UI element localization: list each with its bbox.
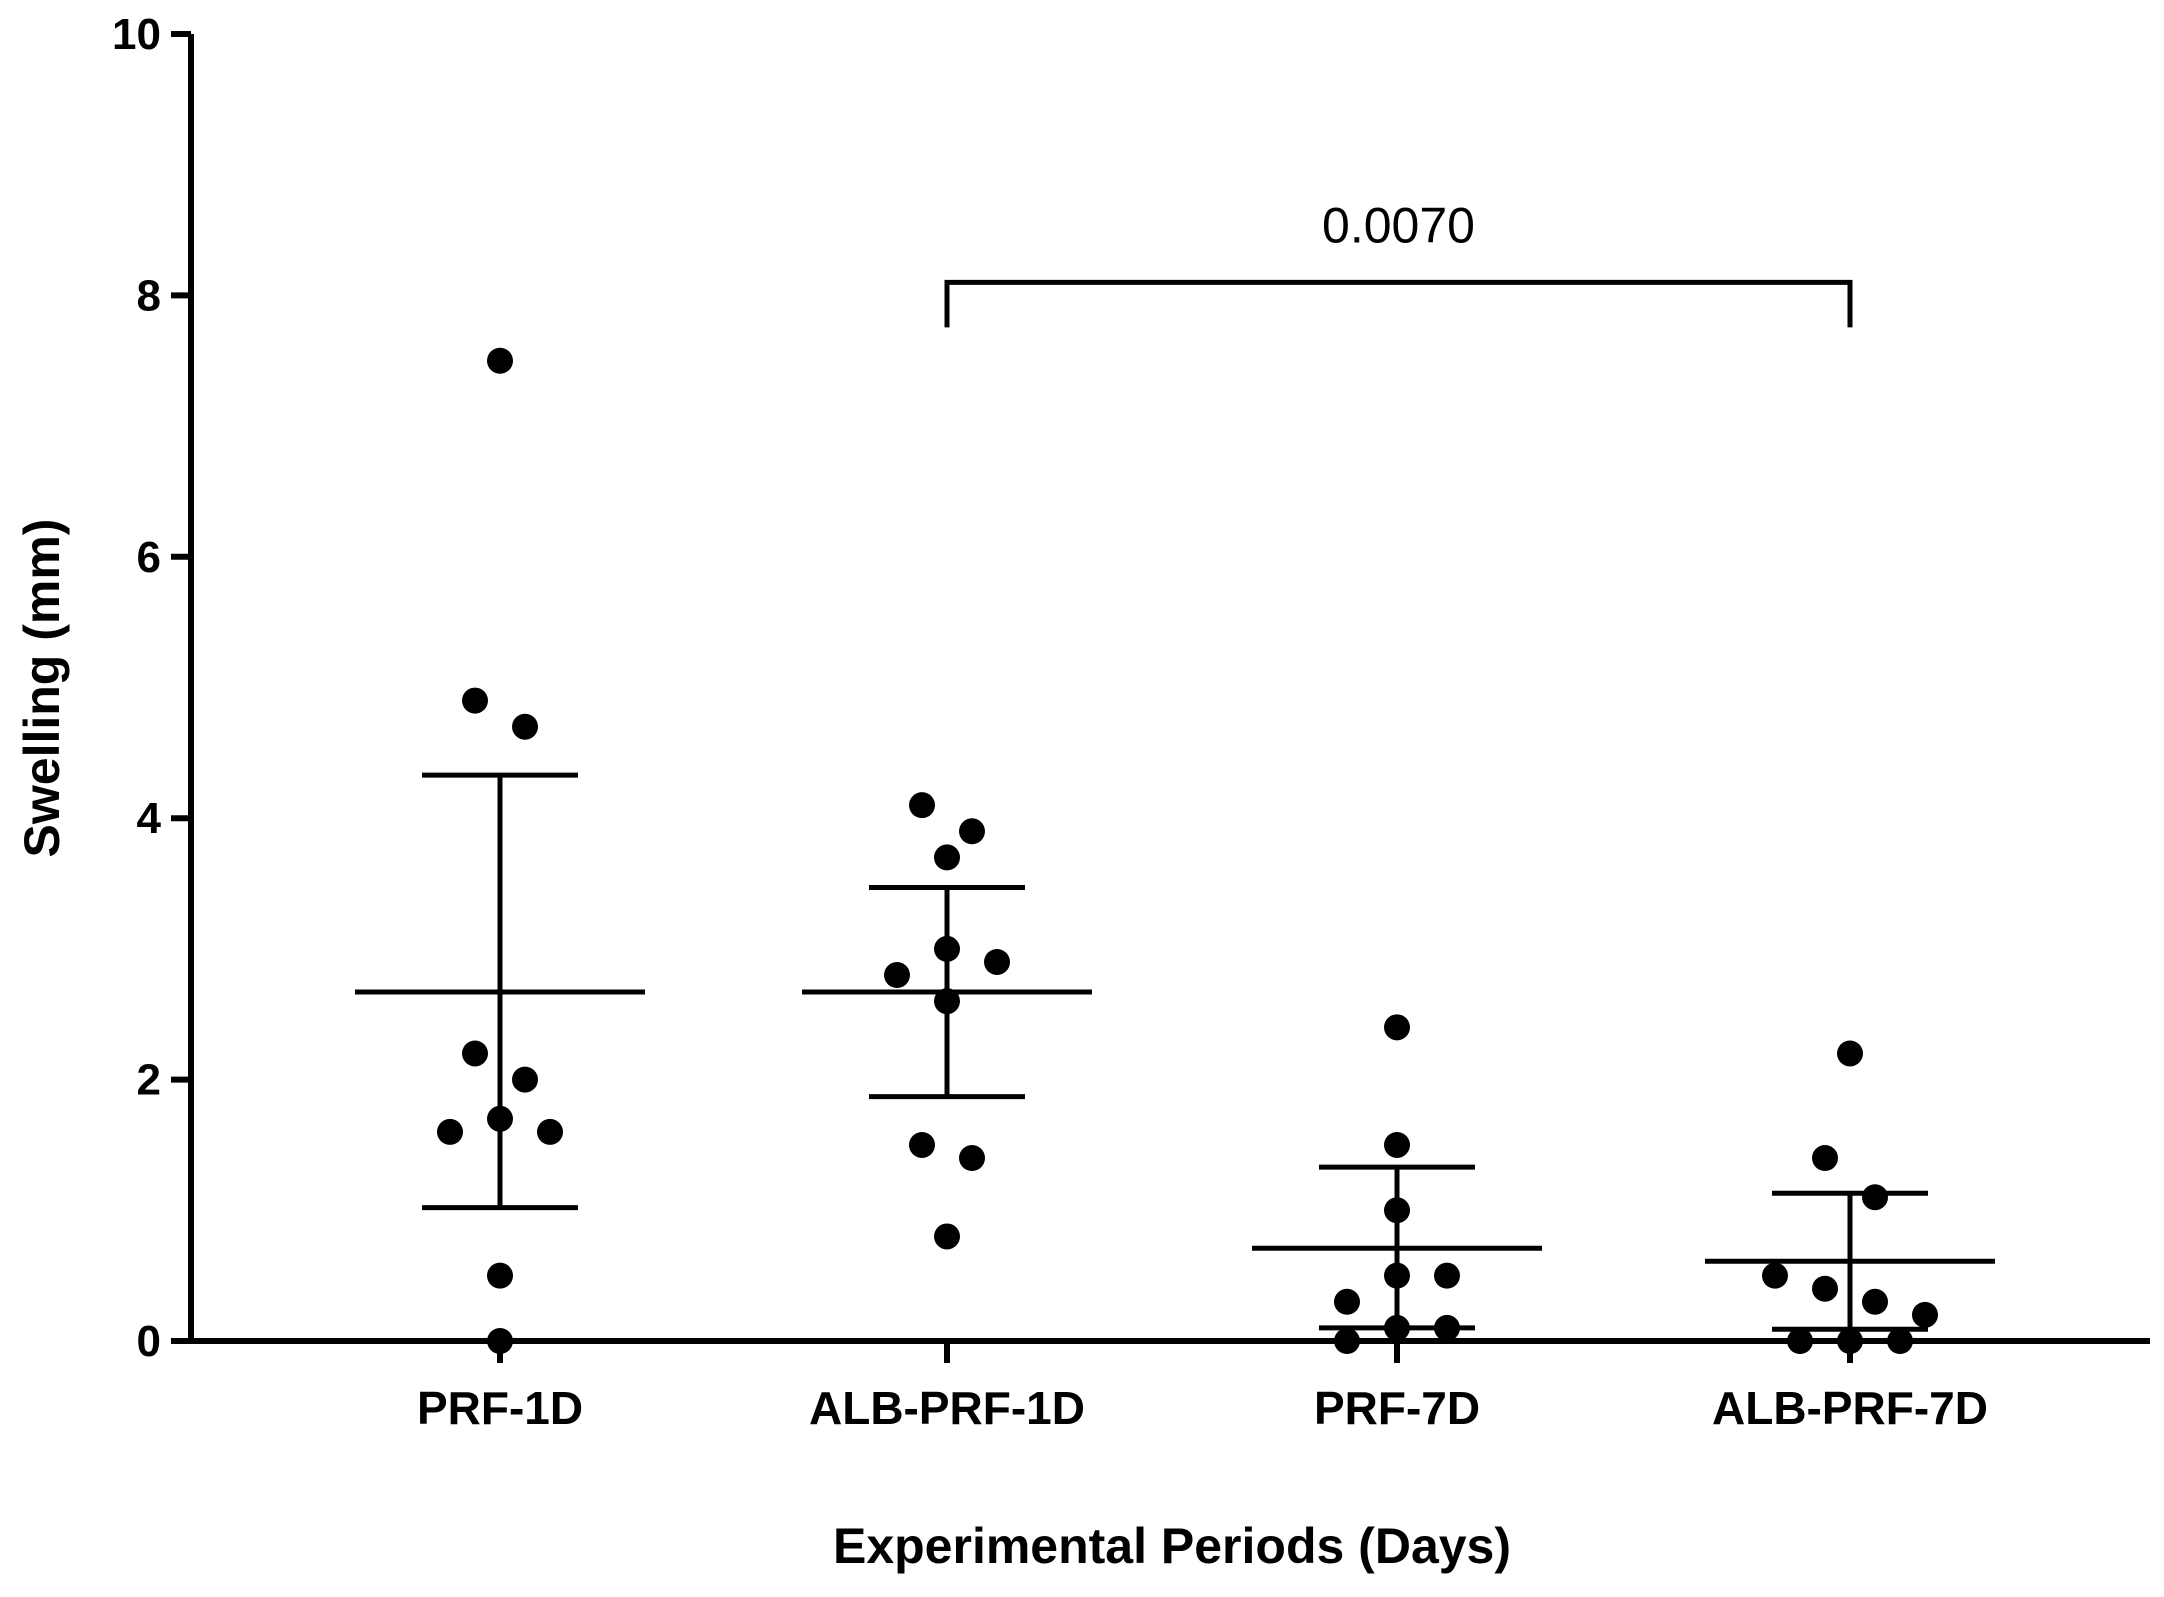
data-point: [512, 1066, 538, 1093]
data-point: [909, 1131, 935, 1158]
y-axis-title: Swelling (mm): [14, 519, 70, 858]
data-point: [1812, 1275, 1838, 1302]
y-axis-ticks: 0 2 4 6 8 10: [112, 10, 191, 1366]
x-category-label: PRF-1D: [417, 1382, 583, 1434]
data-point: [1837, 1040, 1863, 1067]
y-tick-label: 10: [112, 10, 161, 59]
data-point: [884, 962, 910, 989]
x-category-label: PRF-7D: [1314, 1382, 1480, 1434]
data-point: [959, 1145, 985, 1172]
data-point: [487, 347, 513, 374]
y-tick-label: 6: [137, 533, 161, 582]
mean-error-bars: [355, 772, 1995, 1332]
data-point: [1384, 1262, 1410, 1289]
data-point: [1434, 1314, 1460, 1341]
x-category-label: ALB-PRF-1D: [809, 1382, 1085, 1434]
data-point: [909, 792, 935, 819]
data-point: [487, 1105, 513, 1132]
data-point: [1862, 1288, 1888, 1315]
y-tick-label: 8: [137, 271, 161, 320]
data-point: [1384, 1314, 1410, 1341]
data-point: [1384, 1014, 1410, 1041]
data-point: [959, 818, 985, 845]
y-tick-label: 0: [137, 1317, 161, 1366]
data-point: [934, 988, 960, 1015]
data-point: [1434, 1262, 1460, 1289]
y-tick-label: 4: [137, 794, 162, 843]
data-point: [934, 844, 960, 871]
data-point: [487, 1262, 513, 1289]
data-points: [437, 347, 1938, 1354]
x-axis-title: Experimental Periods (Days): [833, 1518, 1511, 1574]
data-point: [1384, 1197, 1410, 1224]
p-value-label: 0.0070: [1322, 197, 1475, 253]
data-point: [984, 948, 1010, 975]
data-point: [462, 687, 488, 714]
data-point: [512, 713, 538, 740]
data-point: [1384, 1131, 1410, 1158]
significance-annotations: 0.0070: [944, 197, 1853, 328]
data-point: [934, 1223, 960, 1250]
data-point: [1812, 1145, 1838, 1172]
significance-bracket: [944, 279, 1853, 328]
y-tick-label: 2: [137, 1056, 161, 1105]
data-point: [437, 1118, 463, 1145]
data-point: [934, 935, 960, 962]
data-point: [1862, 1184, 1888, 1211]
data-point: [537, 1118, 563, 1145]
data-point: [462, 1040, 488, 1067]
x-axis-category-labels: PRF-1D ALB-PRF-1D PRF-7D ALB-PRF-7D: [417, 1341, 1988, 1434]
data-point: [1762, 1262, 1788, 1289]
data-point: [1334, 1288, 1360, 1315]
x-category-label: ALB-PRF-7D: [1712, 1382, 1988, 1434]
data-point: [1912, 1301, 1938, 1328]
